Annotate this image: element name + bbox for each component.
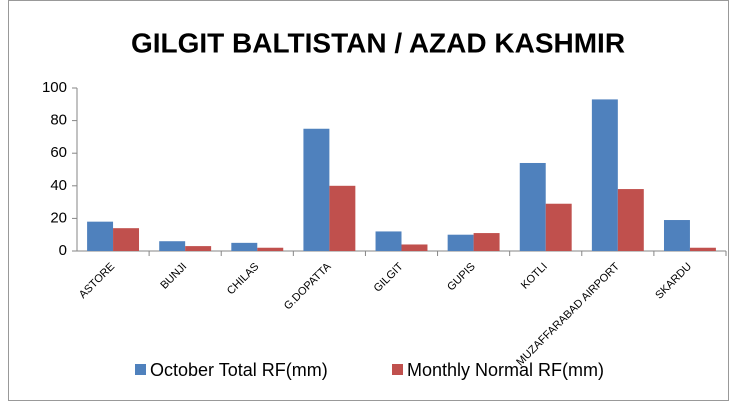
legend-label: Monthly Normal RF(mm): [407, 360, 604, 380]
x-tick-label: ASTORE: [77, 261, 117, 301]
bar: [87, 221, 114, 251]
bar: [185, 246, 212, 251]
x-tick-label: BUNJI: [158, 261, 189, 292]
bar: [545, 203, 572, 251]
x-tick-label: CHILAS: [225, 261, 262, 298]
x-tick-label: SKARDU: [653, 261, 694, 302]
legend-swatch: [392, 364, 403, 375]
chart-title: GILGIT BALTISTAN / AZAD KASHMIR: [131, 27, 625, 58]
bar: [617, 189, 644, 251]
legend-label: October Total RF(mm): [150, 360, 328, 380]
bar: [591, 99, 618, 251]
y-tick-label: 20: [50, 209, 67, 226]
bar: [473, 233, 500, 251]
y-tick-label: 40: [50, 177, 67, 194]
bar: [375, 231, 402, 251]
y-tick-label: 60: [50, 144, 67, 161]
bar: [447, 234, 474, 251]
bar: [231, 242, 258, 251]
bar: [689, 247, 716, 251]
bar: [257, 247, 284, 251]
bar: [329, 185, 356, 251]
x-tick-label: GILGIT: [372, 260, 406, 294]
bar: [519, 162, 546, 251]
x-tick-label: KOTLI: [519, 261, 550, 292]
y-tick-label: 0: [59, 242, 67, 259]
x-tick-label: GUPIS: [445, 261, 478, 294]
bar: [303, 128, 330, 251]
legend-swatch: [135, 364, 146, 375]
bar: [401, 244, 428, 251]
bar: [113, 228, 140, 251]
y-tick-label: 100: [42, 79, 67, 96]
y-tick-label: 80: [50, 112, 67, 129]
bar: [159, 241, 186, 251]
x-tick-label: G.DOPATTA: [282, 260, 334, 312]
bar: [663, 220, 690, 251]
